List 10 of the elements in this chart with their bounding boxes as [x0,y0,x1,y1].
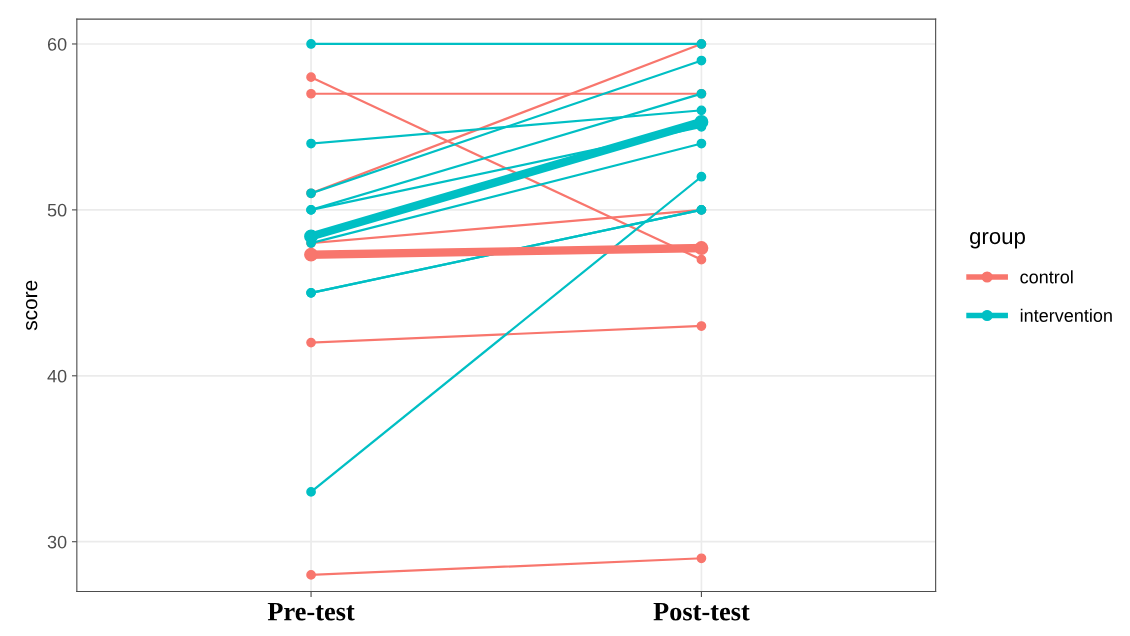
legend-label: intervention [1020,308,1112,322]
y-axis-title: score [25,280,38,331]
x-tick-label: Pre-test [267,602,355,621]
y-tick-label: 40 [47,369,67,383]
y-tick-label: 50 [47,203,67,217]
x-tick-label: Post-test [653,602,750,621]
y-tick-label: 60 [47,37,67,51]
y-tick-label: 30 [47,535,67,549]
legend-label: control [1020,270,1073,284]
legend-title: group [970,231,1025,249]
